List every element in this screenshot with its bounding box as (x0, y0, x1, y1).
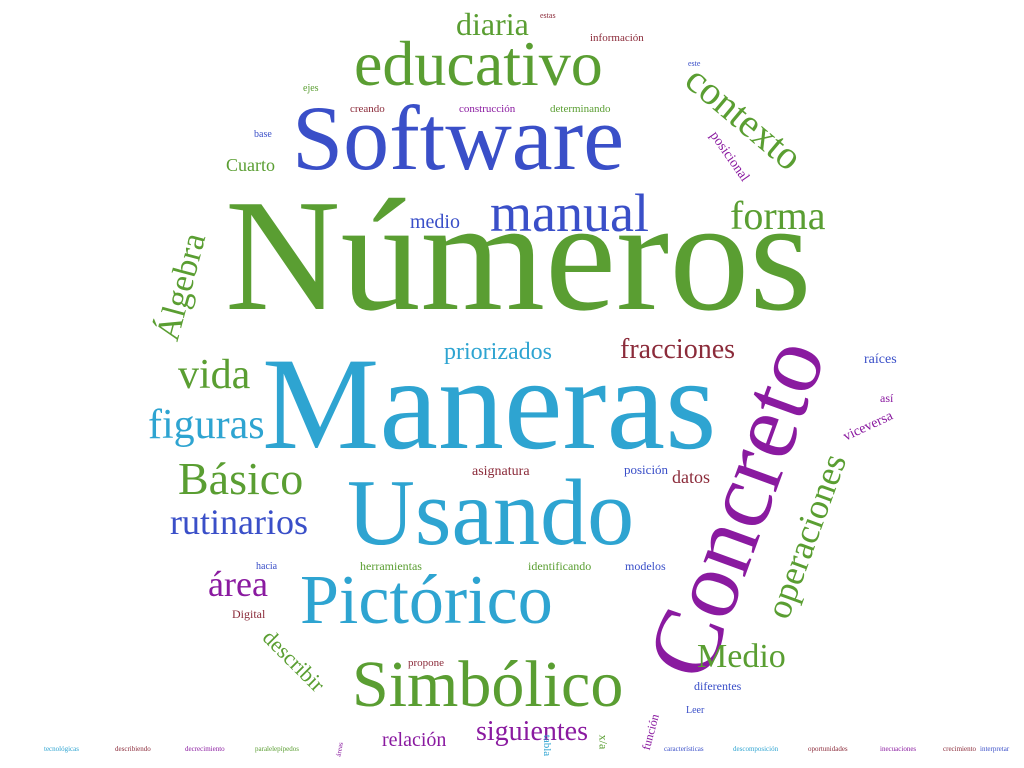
word-identificando: identificando (528, 559, 592, 573)
word-funcion: función (638, 712, 662, 752)
word-fracciones: fracciones (620, 334, 736, 365)
word-manual: manual (490, 183, 649, 243)
word-estas: estas (540, 11, 556, 20)
word-asi: así (880, 391, 894, 405)
word-basico: Básico (178, 453, 304, 504)
word-datos: datos (672, 467, 710, 487)
word-interpretar: interpretar (980, 745, 1010, 753)
word-xa: x/a (596, 734, 611, 750)
word-simbolico: Simbólico (352, 648, 624, 721)
word-siguientes: siguientes (476, 716, 588, 747)
word-base: base (254, 129, 272, 140)
word-areas: áreas (334, 741, 345, 758)
word-raices: raíces (864, 352, 897, 367)
word-describiendo: describiendo (115, 745, 151, 753)
word-paralelepipedos: paralelepípedos (255, 745, 299, 753)
word-digital: Digital (232, 607, 266, 621)
word-determinando: determinando (550, 103, 611, 115)
word-software: Software (292, 87, 625, 189)
word-leer: Leer (686, 705, 705, 716)
word-vida: vida (178, 352, 251, 398)
word-priorizados: priorizados (444, 339, 552, 365)
word-viceversa: viceversa (841, 408, 896, 445)
word-tecnologicas: tecnológicas (44, 745, 79, 753)
word-diferentes: diferentes (694, 679, 742, 693)
word-area: área (208, 564, 268, 604)
word-caracteristicas: características (664, 745, 704, 753)
word-numeros: Números (225, 166, 812, 344)
word-forma: forma (730, 193, 826, 238)
word-hacia: hacia (256, 561, 278, 572)
word-posicion: posición (624, 462, 669, 477)
word-construccion: construcción (459, 103, 516, 115)
word-maneras: Maneras (262, 330, 717, 477)
word-este: este (688, 59, 701, 68)
word-cuarto: Cuarto (226, 155, 275, 175)
word-herramientas: herramientas (360, 559, 422, 573)
word-tabla: tabla (541, 734, 554, 757)
word-crecimiento: crecimiento (943, 745, 977, 753)
word-figuras: figuras (148, 402, 265, 448)
word-pictorico: Pictórico (300, 562, 553, 639)
word-modelos: modelos (625, 559, 666, 573)
word-propone: propone (408, 657, 445, 669)
word-usando: Usando (347, 461, 635, 565)
word-contexto: contexto (676, 56, 812, 180)
word-ejes: ejes (303, 83, 319, 94)
word-relacion: relación (382, 729, 447, 751)
word-diaria: diaria (456, 6, 529, 42)
word-informacion: información (590, 32, 644, 44)
word-oportunidades: oportunidades (808, 745, 848, 753)
word-medio-cap: Medio (697, 638, 786, 675)
word-decrecimiento: decrecimiento (185, 745, 225, 753)
word-asignatura: asignatura (472, 464, 530, 479)
word-creando: creando (350, 103, 385, 115)
word-rutinarios: rutinarios (170, 502, 308, 542)
word-algebra: Álgebra (149, 229, 214, 345)
word-medio: medio (410, 211, 460, 233)
word-educativo: educativo (354, 28, 603, 99)
word-inecuaciones: inecuaciones (880, 745, 917, 753)
word-descomposicion: descomposición (733, 745, 779, 753)
